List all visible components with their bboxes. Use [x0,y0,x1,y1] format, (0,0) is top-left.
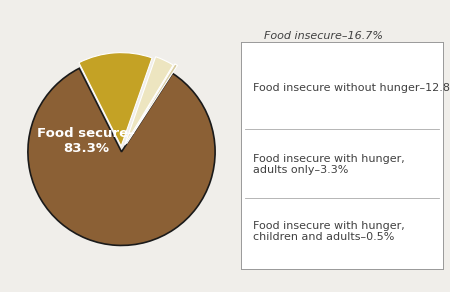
Text: Food insecure–16.7%: Food insecure–16.7% [265,31,383,41]
Wedge shape [125,57,173,145]
Wedge shape [126,64,177,144]
Text: Food secure–
83.3%: Food secure– 83.3% [37,127,135,154]
Text: Food insecure with hunger,
children and adults–0.5%: Food insecure with hunger, children and … [253,220,405,242]
Text: Food insecure without hunger–12.8%: Food insecure without hunger–12.8% [253,83,450,93]
Wedge shape [79,53,152,146]
Text: Food insecure with hunger,
adults only–3.3%: Food insecure with hunger, adults only–3… [253,154,405,175]
Wedge shape [28,68,215,246]
